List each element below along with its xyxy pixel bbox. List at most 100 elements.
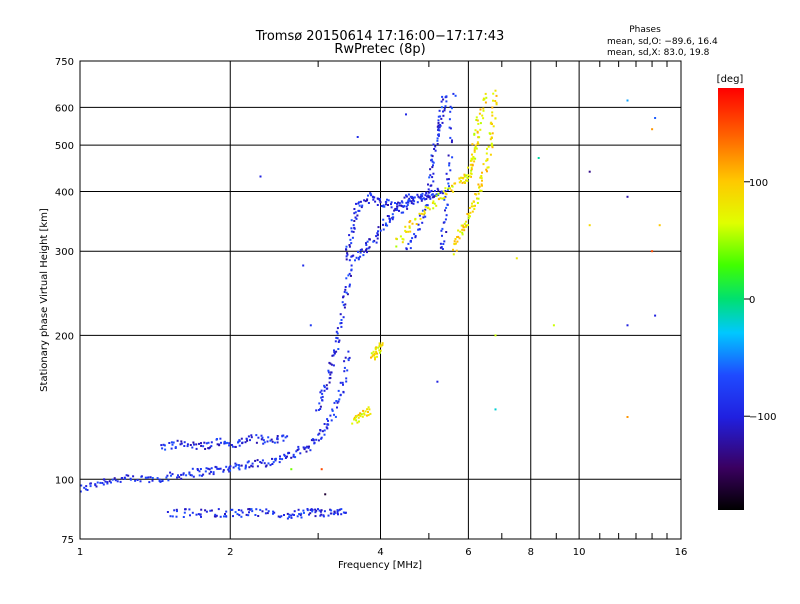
- o-mode-point: [149, 476, 152, 479]
- o-mode-point: [350, 242, 353, 245]
- o-mode-point: [352, 224, 355, 227]
- o-mode-point: [436, 143, 439, 145]
- o-mode-point: [314, 515, 317, 518]
- o-mode-point: [350, 219, 353, 222]
- o-mode-point: [272, 461, 275, 464]
- o-mode-point: [407, 201, 410, 204]
- o-mode-point: [288, 513, 291, 516]
- o-mode-point: [297, 445, 300, 448]
- o-mode-point: [329, 414, 332, 417]
- x-mode-point: [476, 130, 479, 133]
- o-mode-point: [195, 443, 198, 446]
- o-mode-point: [204, 509, 207, 512]
- x-mode-point: [363, 413, 366, 416]
- x-mode-point: [452, 253, 455, 256]
- o-mode-point: [260, 438, 263, 441]
- o-mode-point: [328, 381, 331, 384]
- x-mode-point: [374, 348, 377, 351]
- o-mode-point: [441, 95, 444, 98]
- o-mode-point: [340, 319, 343, 321]
- o-mode-point: [197, 513, 200, 516]
- o-mode-point: [336, 401, 339, 404]
- o-mode-point: [218, 467, 220, 470]
- o-mode-point: [450, 141, 453, 144]
- o-mode-point: [361, 204, 364, 207]
- x-tick-label: 8: [528, 547, 534, 558]
- x-mode-point: [462, 226, 465, 229]
- o-mode-point: [348, 245, 351, 248]
- x-mode-point: [494, 100, 497, 102]
- o-mode-point: [326, 418, 329, 421]
- o-mode-point: [231, 445, 234, 448]
- x-mode-point: [492, 99, 494, 102]
- o-mode-point: [440, 190, 443, 193]
- o-mode-point: [431, 166, 434, 169]
- x-mode-point: [470, 172, 473, 175]
- o-mode-point: [172, 441, 175, 444]
- o-mode-point: [273, 511, 276, 514]
- o-mode-point: [435, 193, 438, 196]
- o-mode-point: [191, 467, 194, 470]
- x-mode-point: [470, 157, 473, 160]
- o-mode-point: [405, 201, 408, 204]
- o-mode-point: [335, 400, 338, 402]
- stats-line-o: mean, sd,O: −89.6, 16.4: [607, 37, 718, 47]
- scattered-point: [588, 170, 591, 173]
- scattered-point: [405, 113, 407, 116]
- o-mode-point: [244, 467, 247, 470]
- o-mode-point: [95, 485, 98, 488]
- o-mode-point: [330, 419, 333, 422]
- o-mode-point: [102, 483, 105, 486]
- x-mode-point: [458, 237, 461, 240]
- y-tick-label: 300: [55, 247, 74, 258]
- x-mode-point: [482, 117, 485, 120]
- x-mode-point: [355, 416, 357, 419]
- o-mode-point: [454, 94, 457, 97]
- o-mode-point: [85, 485, 88, 488]
- x-mode-point: [479, 108, 482, 111]
- o-mode-point: [151, 477, 154, 479]
- o-mode-point: [121, 477, 124, 479]
- o-mode-point: [430, 154, 433, 157]
- x-mode-point: [444, 187, 447, 190]
- x-mode-point: [456, 236, 459, 238]
- x-mode-point: [492, 125, 495, 128]
- o-mode-point: [299, 452, 302, 455]
- o-mode-point: [443, 221, 446, 224]
- o-mode-point: [333, 510, 336, 513]
- x-mode-point: [428, 208, 431, 211]
- o-mode-point: [176, 476, 178, 479]
- o-mode-point: [405, 248, 408, 251]
- o-mode-point: [279, 455, 281, 458]
- o-mode-point: [370, 194, 373, 197]
- x-mode-point: [401, 241, 404, 244]
- o-mode-point: [163, 444, 166, 447]
- o-mode-point: [441, 121, 444, 124]
- o-mode-point: [339, 322, 342, 325]
- x-mode-point: [460, 176, 462, 179]
- x-mode-point: [454, 238, 457, 240]
- o-mode-point: [421, 209, 424, 212]
- x-mode-point: [474, 157, 477, 160]
- o-mode-point: [247, 508, 250, 511]
- o-mode-point: [192, 441, 195, 444]
- o-mode-point: [352, 254, 355, 257]
- o-mode-point: [402, 211, 405, 214]
- x-mode-point: [494, 117, 497, 120]
- o-mode-point: [442, 243, 445, 245]
- x-mode-point: [356, 421, 359, 424]
- o-mode-point: [442, 98, 445, 101]
- o-mode-point: [416, 193, 419, 196]
- o-mode-point: [344, 286, 347, 288]
- o-mode-point: [329, 373, 332, 376]
- o-mode-point: [283, 453, 286, 456]
- o-mode-point: [325, 384, 328, 387]
- o-mode-point: [207, 441, 210, 444]
- o-mode-point: [375, 241, 378, 244]
- o-mode-point: [391, 213, 394, 216]
- x-mode-point: [463, 181, 466, 184]
- o-mode-point: [306, 508, 309, 510]
- x-mode-point: [470, 175, 472, 178]
- o-mode-point: [238, 464, 241, 467]
